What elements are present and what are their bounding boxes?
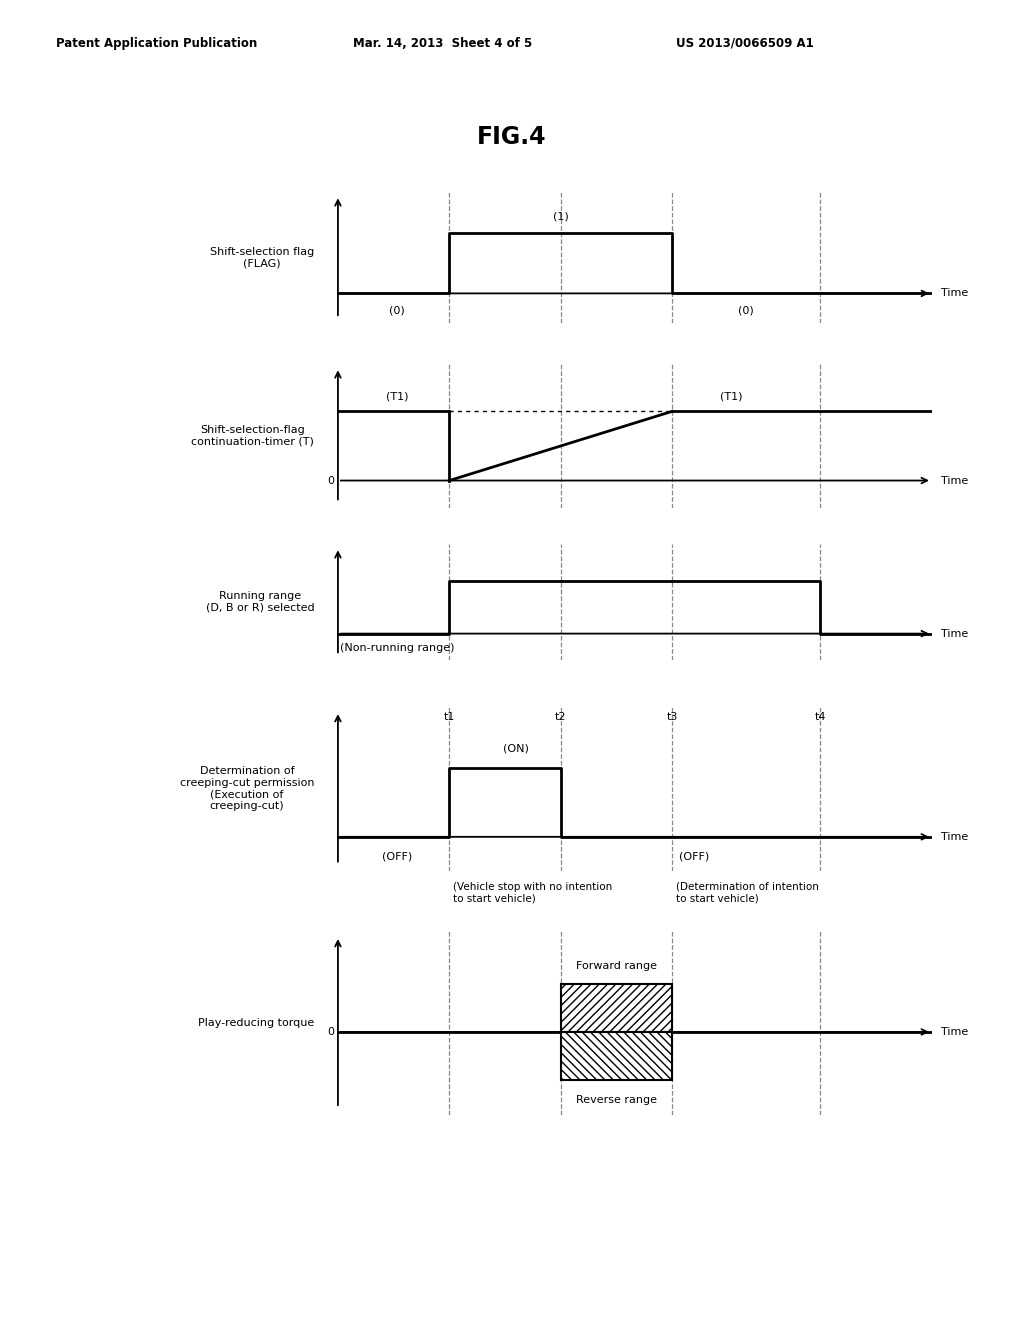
Text: (OFF): (OFF) <box>382 851 413 861</box>
Text: Shift-selection flag
(FLAG): Shift-selection flag (FLAG) <box>210 247 314 268</box>
Text: Time: Time <box>941 832 968 842</box>
Text: US 2013/0066509 A1: US 2013/0066509 A1 <box>676 37 814 50</box>
Text: 0: 0 <box>328 475 334 486</box>
Text: (T1): (T1) <box>386 391 409 401</box>
Text: (OFF): (OFF) <box>679 851 710 861</box>
Text: Running range
(D, B or R) selected: Running range (D, B or R) selected <box>206 591 314 612</box>
Text: Patent Application Publication: Patent Application Publication <box>56 37 258 50</box>
Text: Time: Time <box>941 628 968 639</box>
Text: Determination of
creeping-cut permission
(Execution of
creeping-cut): Determination of creeping-cut permission… <box>179 767 314 810</box>
Text: Play-reducing torque: Play-reducing torque <box>198 1018 314 1028</box>
Text: (1): (1) <box>553 211 568 222</box>
Text: Shift-selection-flag
continuation-timer (T): Shift-selection-flag continuation-timer … <box>191 425 314 446</box>
Text: Time: Time <box>941 288 968 298</box>
Bar <box>561 985 672 1032</box>
Text: (Determination of intention
to start vehicle): (Determination of intention to start veh… <box>676 882 818 903</box>
Text: Forward range: Forward range <box>575 961 656 972</box>
Text: 0: 0 <box>328 1027 334 1038</box>
Text: Time: Time <box>941 1027 968 1038</box>
Text: (Vehicle stop with no intention
to start vehicle): (Vehicle stop with no intention to start… <box>453 882 612 903</box>
Text: (Non-running range): (Non-running range) <box>340 643 455 653</box>
Text: Reverse range: Reverse range <box>575 1096 656 1105</box>
Text: t2: t2 <box>555 711 566 722</box>
Text: FIG.4: FIG.4 <box>477 125 547 149</box>
Text: (ON): (ON) <box>503 744 529 754</box>
Text: (0): (0) <box>389 305 406 315</box>
Text: (0): (0) <box>738 305 754 315</box>
Text: t3: t3 <box>667 711 678 722</box>
Text: t1: t1 <box>443 711 455 722</box>
Text: Mar. 14, 2013  Sheet 4 of 5: Mar. 14, 2013 Sheet 4 of 5 <box>353 37 532 50</box>
Bar <box>561 1032 672 1080</box>
Text: Time: Time <box>941 475 968 486</box>
Text: t4: t4 <box>815 711 826 722</box>
Text: (T1): (T1) <box>720 391 742 401</box>
